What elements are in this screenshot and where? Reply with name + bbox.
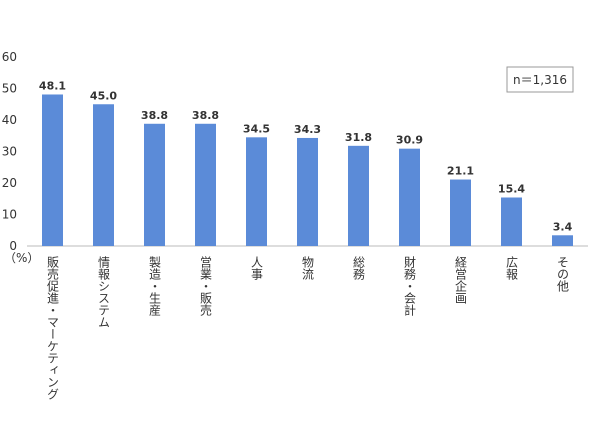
value-label: 34.5 [243, 122, 270, 135]
value-label: 21.1 [447, 165, 474, 178]
value-label: 3.4 [553, 220, 573, 233]
bar [195, 123, 216, 246]
value-label: 30.9 [396, 134, 423, 147]
y-tick-label: 30 [2, 145, 17, 159]
bar [501, 197, 522, 246]
bar [144, 123, 165, 246]
y-unit: （%） [4, 251, 39, 265]
x-tick-label: 製造・生産 [148, 256, 162, 317]
value-label: 34.3 [294, 123, 321, 136]
x-tick-label: 経営企画 [454, 256, 468, 304]
x-tick-label: 販売促進・マーケティング [46, 256, 60, 400]
value-label: 45.0 [90, 89, 117, 102]
bar [246, 137, 267, 246]
x-tick-label: 財務・会計 [403, 255, 417, 316]
annotation: n＝1,316 [513, 73, 567, 87]
bar [93, 104, 114, 246]
y-tick-label: 50 [2, 82, 17, 96]
x-tick-label: その他 [556, 256, 570, 292]
bar [348, 145, 369, 246]
value-label: 48.1 [39, 79, 66, 92]
x-tick-label: 人事 [250, 256, 264, 280]
x-tick-label: 情報システム [97, 256, 111, 328]
y-tick-label: 40 [2, 113, 17, 127]
bar [297, 137, 318, 246]
x-tick-label: 物流 [301, 256, 315, 280]
y-tick-label: 0 [9, 239, 17, 253]
x-tick-label: 総務 [352, 256, 366, 281]
value-label: 38.8 [141, 109, 168, 122]
x-tick-label: 広報 [505, 256, 519, 281]
bar [42, 94, 63, 246]
y-tick-label: 10 [2, 208, 17, 222]
bar [399, 148, 420, 246]
bar [450, 179, 471, 246]
value-label: 31.8 [345, 131, 372, 144]
value-label: 15.4 [498, 182, 525, 195]
x-tick-label: 営業・販売 [199, 256, 213, 317]
y-tick-label: 20 [2, 176, 17, 190]
y-tick-label: 60 [2, 50, 17, 64]
annotation-box [506, 66, 574, 93]
bar [552, 235, 573, 246]
value-label: 38.8 [192, 109, 219, 122]
